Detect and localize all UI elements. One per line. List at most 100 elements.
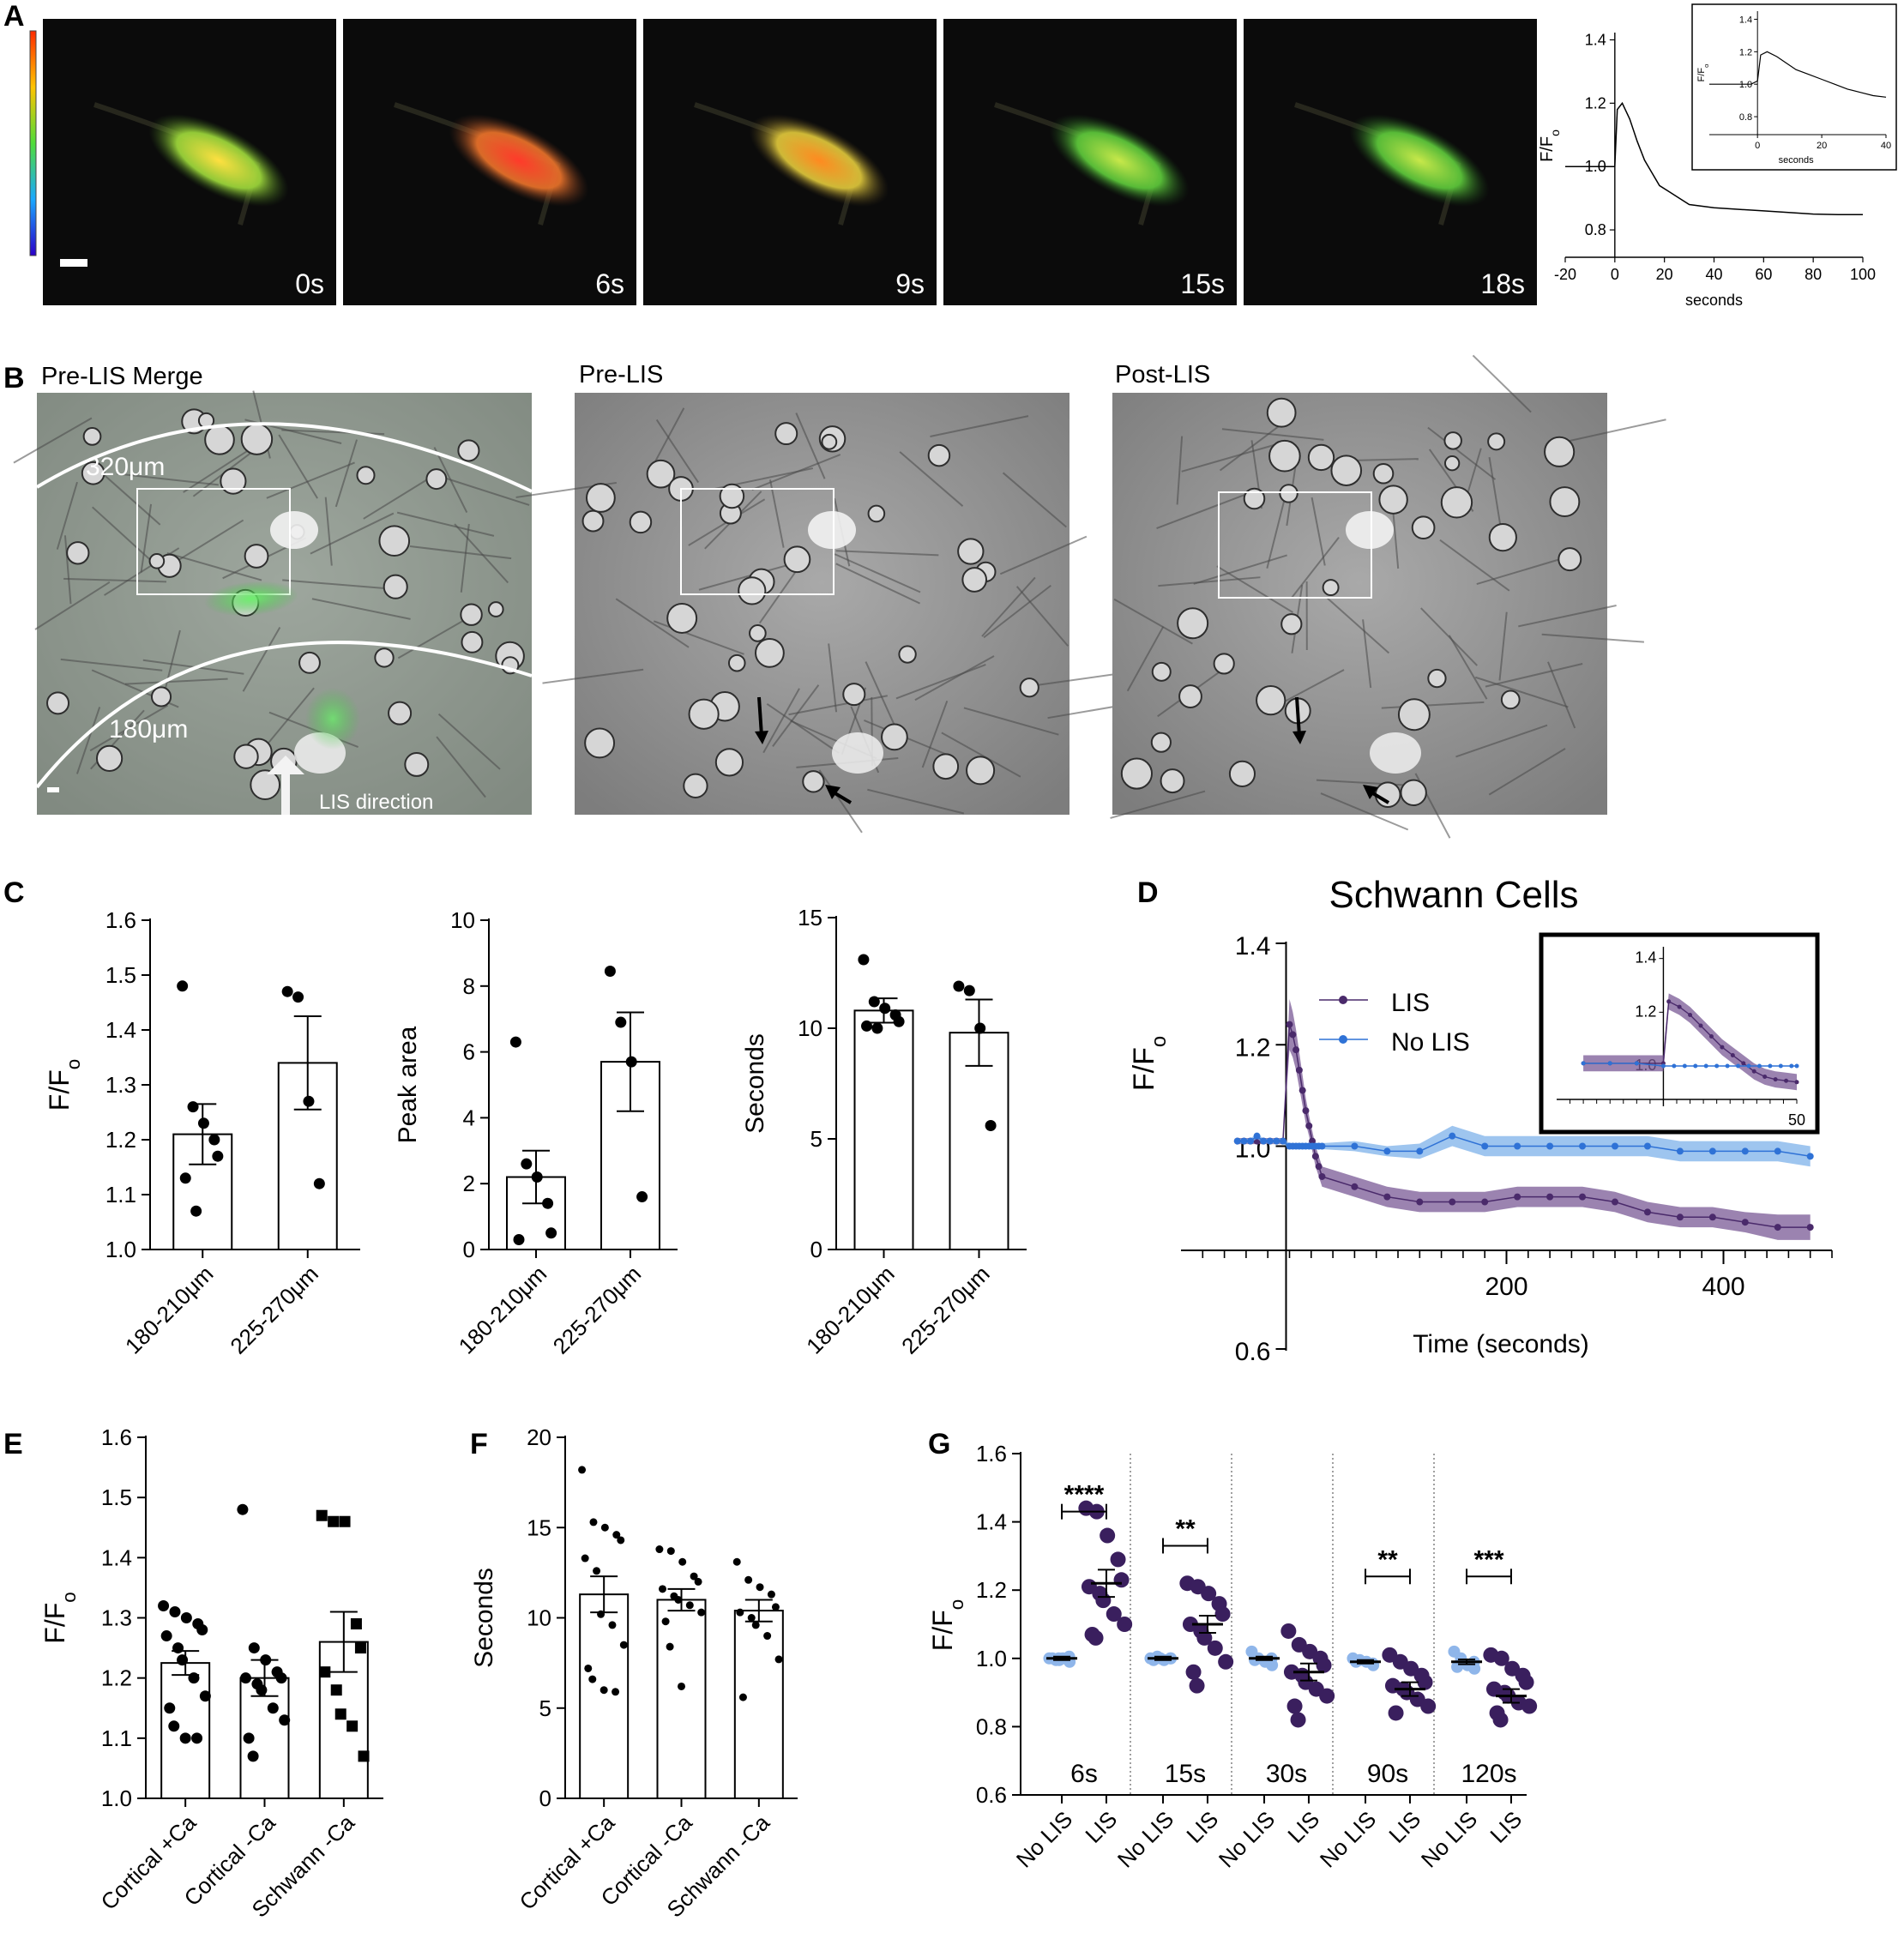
cell-process (1311, 497, 1326, 566)
cell-process (1568, 419, 1666, 443)
cell-process (1290, 537, 1340, 599)
cell-body (1266, 397, 1297, 428)
e-chart-ytick-label: 1.4 (101, 1545, 132, 1570)
frame-time-label: 0s (295, 268, 324, 299)
c3-ylabel: Seconds (741, 1033, 769, 1134)
a-xtick-label: 0 (1611, 266, 1619, 283)
d-inset-point-lis (1698, 1023, 1703, 1028)
f-chart-point (738, 1693, 747, 1701)
f-chart-point (655, 1545, 664, 1554)
g-point (1286, 1698, 1303, 1714)
cell-body (881, 723, 908, 751)
arc-320 (35, 422, 533, 493)
e-chart-point (334, 1708, 346, 1720)
cell-body (461, 630, 484, 653)
panel-letter-a: A (3, 0, 25, 33)
f-chart-point (588, 1675, 597, 1683)
d-point-0 (1514, 1193, 1521, 1201)
f-chart-point (666, 1547, 675, 1556)
cell-process (1181, 443, 1277, 473)
panel-letter-c: C (3, 876, 25, 909)
d-inset-point-nolis (1768, 1063, 1773, 1069)
a-xtick-label: 20 (1656, 266, 1673, 283)
c2-point (545, 1227, 557, 1239)
d-inset-point-nolis (1714, 1063, 1720, 1069)
f-chart-point (744, 1575, 753, 1584)
d-ytick-label: 1.4 (1235, 932, 1271, 960)
c3-category-label: 180-210μm (801, 1261, 900, 1359)
cell-body-3 (1049, 114, 1190, 207)
a-inset-ytick-label: 0.8 (1739, 112, 1752, 123)
cell-body (1150, 732, 1172, 753)
arrow-marker (1295, 696, 1301, 737)
f-chart-ytick-label: 10 (527, 1605, 551, 1631)
cell-body (46, 691, 70, 715)
cell-process (1362, 619, 1372, 689)
g-point (1088, 1629, 1104, 1646)
d-point-1 (1351, 1142, 1359, 1150)
c2-category-label: 180-210μm (454, 1261, 552, 1359)
d-ytick-label: 0.6 (1235, 1338, 1271, 1366)
cell-process (835, 550, 939, 557)
a-inset-xlabel: seconds (1779, 155, 1814, 166)
d-point-1 (1676, 1147, 1684, 1155)
c1-point (179, 1172, 191, 1184)
cell-process (166, 519, 244, 568)
cell-process (818, 769, 863, 834)
a-xtick-label: 60 (1755, 266, 1772, 283)
d-inset-ytick-label: 1.4 (1635, 949, 1656, 966)
c2-ytick-label: 8 (463, 973, 475, 999)
cell-process (183, 443, 258, 493)
e-chart-point (199, 1690, 211, 1702)
cell-body (220, 467, 247, 495)
f-chart-point (763, 1632, 772, 1641)
cell-body (244, 544, 269, 569)
c3-ytick-label: 15 (798, 905, 822, 930)
a-ytick-label: 1.2 (1585, 94, 1606, 111)
e-chart-ytick-label: 1.1 (101, 1725, 132, 1751)
g-point (1420, 1698, 1437, 1714)
g-point (1196, 1629, 1213, 1646)
g-significance-stars: ** (1175, 1514, 1196, 1543)
g-point (1117, 1617, 1133, 1632)
cell-body (374, 647, 395, 668)
roi-rectangle (1218, 491, 1372, 599)
g-category-label: No LIS (1315, 1806, 1381, 1872)
cell-body (425, 468, 448, 491)
g-point (1214, 1606, 1231, 1623)
d-band-0 (1237, 999, 1811, 1240)
c3-point (985, 1120, 997, 1132)
c2-ytick-label: 10 (450, 907, 475, 933)
cell-process (34, 581, 111, 630)
cell-body (727, 653, 746, 672)
d-inset-point-lis (1751, 1069, 1756, 1074)
cell-body (683, 773, 708, 798)
g-point (1189, 1677, 1205, 1694)
cell-body (1427, 668, 1447, 689)
cell-process (828, 643, 838, 713)
c1-ylabel: F/Fo (44, 1059, 84, 1111)
cell-process (1455, 724, 1548, 758)
f-chart-point (589, 1518, 598, 1526)
c1-ytick-label: 1.2 (105, 1127, 136, 1153)
g-significance-stars: *** (1473, 1545, 1503, 1574)
d-point-0 (1579, 1193, 1587, 1201)
e-chart-point (172, 1642, 184, 1654)
d-point-0 (1289, 1031, 1297, 1039)
cell-process (409, 545, 512, 560)
e-chart-bar (160, 1662, 211, 1799)
cell-process (92, 506, 154, 563)
cell-body (457, 439, 480, 462)
cell-body (240, 423, 274, 455)
f-chart-point (678, 1682, 685, 1690)
d-inset-point-nolis (1682, 1063, 1687, 1069)
d-point-1 (1279, 1137, 1286, 1145)
cell-body (82, 427, 102, 446)
c3-category-label: 225-270μm (896, 1261, 995, 1359)
cell-body (1443, 455, 1461, 472)
scale-bar (60, 259, 87, 267)
cell-body (755, 637, 785, 668)
frame-time-label: 18s (1480, 268, 1525, 299)
